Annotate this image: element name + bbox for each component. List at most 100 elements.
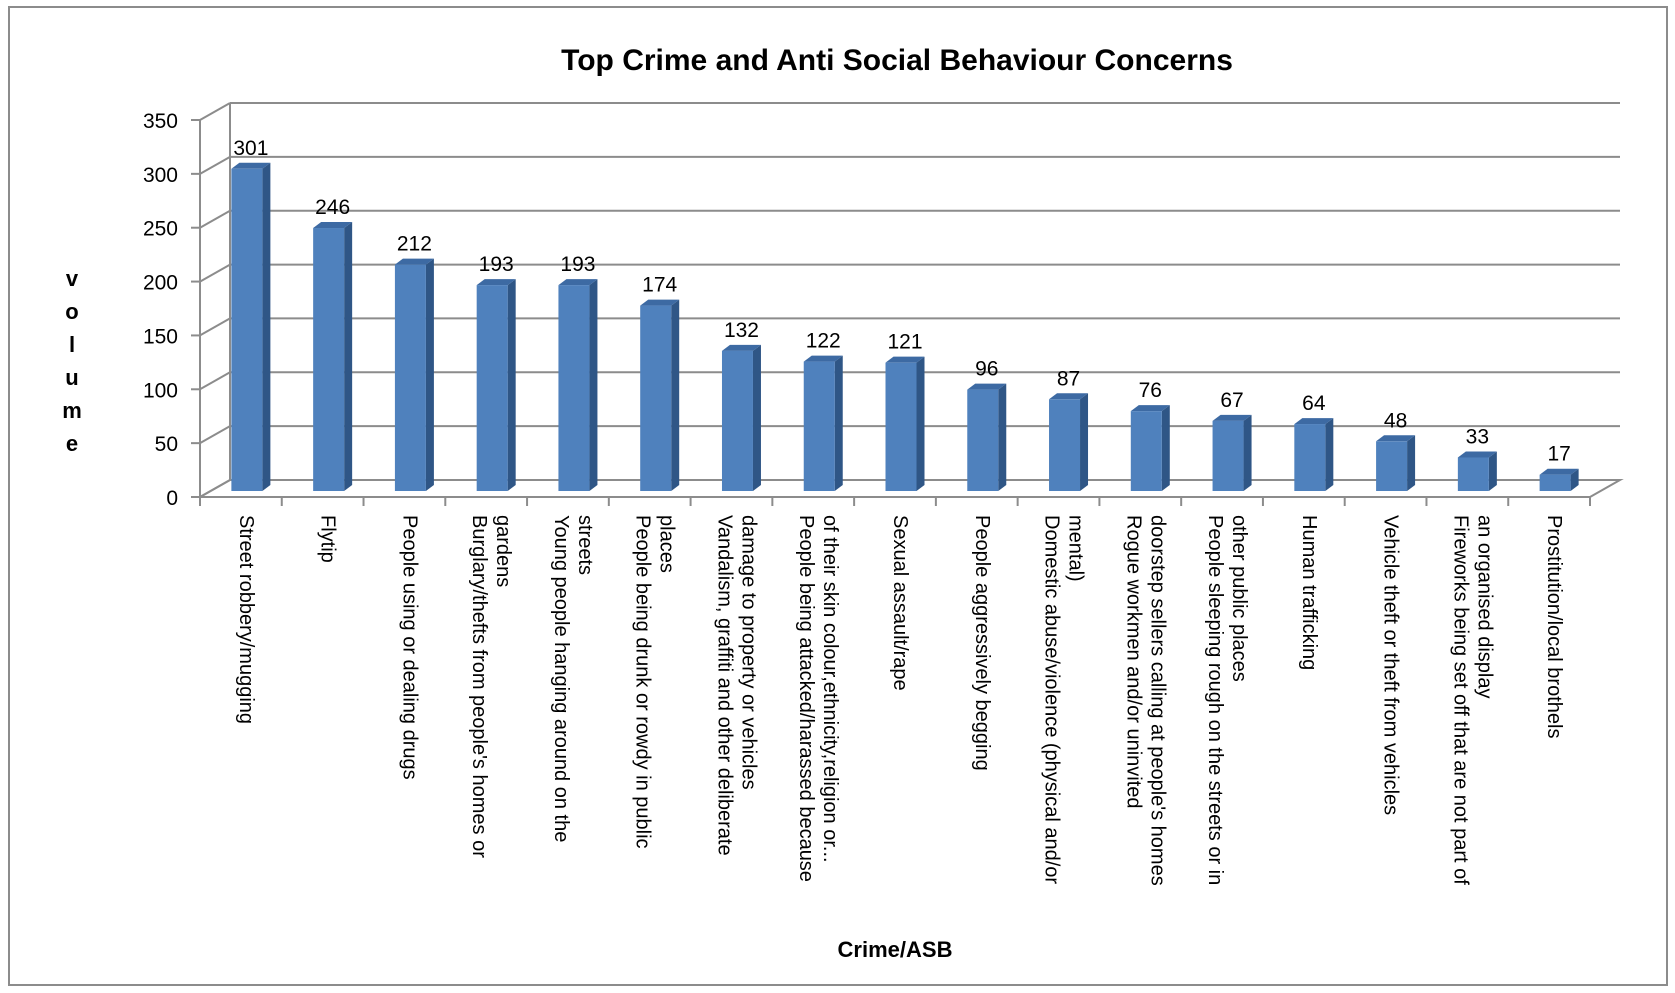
x-tick-label: Burglary/thefts from people's homes or ga… [468,515,514,858]
bar-top [885,356,925,363]
x-tick-label: Vehicle theft or theft from vehicles [1380,515,1402,815]
x-tick-label-line: Burglary/thefts from people's homes or [468,515,490,858]
gridline-side [199,102,231,121]
data-label: 33 [1466,425,1489,448]
y-axis-title-letter: l [69,332,75,357]
bar-top [476,279,516,286]
bar-top [1539,468,1579,475]
x-tick-label-line: doorstep sellers calling at people's hom… [1146,515,1168,886]
x-tick-label-line: Vandalism, graffiti and other deliberate [713,515,735,856]
y-axis-title-letter: m [62,398,82,423]
x-tick-label-line: People being drunk or rowdy in public [632,515,654,849]
bar [1212,414,1252,491]
bar [1294,418,1334,491]
x-tick-label-line: Sexual assault/rape [889,515,911,691]
x-tick-label-line: gardens [492,515,514,587]
bar-top [1376,435,1416,442]
data-label: 193 [479,253,514,276]
bar-front [803,361,835,491]
bar-top [1130,405,1170,412]
bar-front [231,168,263,491]
x-tick-label: Sexual assault/rape [889,515,911,691]
data-label: 67 [1220,389,1243,412]
bar-top [803,355,843,362]
bar-side [671,299,680,491]
label-layer: 0 50 100 150 200 250 300 350 301 Street robbery/m… [143,110,1571,886]
gridline-side [199,317,231,337]
y-axis-title-letter: u [65,365,78,390]
x-tick-label: Young people hanging around on the street… [550,515,596,842]
chart-floor [196,479,1624,498]
bar-front [1049,399,1081,491]
bar-front [885,362,917,491]
bar-top [721,344,761,351]
bar-front [1539,474,1571,491]
data-label: 212 [397,233,432,256]
x-tick-label-line: streets [574,515,596,575]
y-tick-label: 200 [143,272,178,295]
bar [885,356,925,491]
y-tick-label: 350 [143,110,178,133]
y-tick-label: 150 [143,325,178,348]
axis-layer [191,119,1624,506]
x-tick-label: People being attacked/harassed because of… [795,515,841,882]
bar-front [313,228,345,491]
x-tick-label-line: damage to property or vehicles [737,515,759,790]
x-tick-label: Domestic abuse/violence (physical and/or… [1041,515,1087,884]
bar-side [1325,418,1334,491]
y-tick-label: 0 [166,487,178,510]
x-tick-label-line: Fireworks being set off that are not par… [1449,515,1471,885]
x-tick-label-line: places [656,515,678,573]
bar [640,299,680,491]
x-tick-label: People aggressively begging [971,515,993,771]
y-axis-title-letter: e [66,431,78,456]
bar [1130,405,1170,491]
bar-front [1212,420,1244,491]
x-tick-label: People sleeping rough on the streets or … [1204,515,1250,885]
y-axis-title-letter: v [66,266,79,291]
x-tick-label: Human trafficking [1298,515,1320,670]
bar-side [752,344,761,491]
gridline-side [199,371,231,391]
x-tick-label: People being drunk or rowdy in public pla… [632,515,678,849]
bar [803,355,843,491]
x-tick-label: Prostitution/local brothels [1543,515,1565,738]
bar-top [558,279,598,286]
bar-side [344,222,353,491]
bar-side [589,279,598,491]
y-axis-title-letter: o [65,299,78,324]
x-tick-label-line: Flytip [317,515,339,563]
bar-front [640,305,672,491]
x-tick-label: Street robbery/mugging [235,515,257,724]
x-tick-label-line: People sleeping rough on the streets or … [1204,515,1226,885]
gridline-side [199,209,231,229]
chart-title: Top Crime and Anti Social Behaviour Conc… [561,44,1233,77]
bar-top [1457,451,1497,458]
bar [1376,435,1416,491]
data-label: 64 [1302,392,1326,415]
bar [721,344,761,491]
bar [967,383,1007,491]
bar-top [1049,393,1089,400]
bar-top [1294,418,1334,425]
x-tick-label-line: of their skin colour,ethnicity,religion … [819,515,841,863]
y-tick-label: 50 [155,433,178,456]
x-tick-label: Vandalism, graffiti and other deliberate… [713,515,759,856]
bar-front [1457,457,1489,491]
bar [476,279,516,491]
data-label: 48 [1384,409,1407,432]
x-tick-label-line: People aggressively begging [971,515,993,771]
y-tick-label: 300 [143,164,178,187]
data-label: 87 [1057,367,1080,390]
bar-side [507,279,516,491]
bar-front [1376,441,1408,491]
bar-front [1130,411,1162,491]
data-label: 122 [806,330,841,353]
x-tick-label-line: Rogue workmen and/or uninvited [1122,515,1144,809]
x-tick-label: Fireworks being set off that are not par… [1449,515,1495,885]
x-tick-label: People using or dealing drugs [398,515,420,780]
x-tick-label-line: Domestic abuse/violence (physical and/or [1041,515,1063,884]
y-tick-label: 100 [143,379,178,402]
